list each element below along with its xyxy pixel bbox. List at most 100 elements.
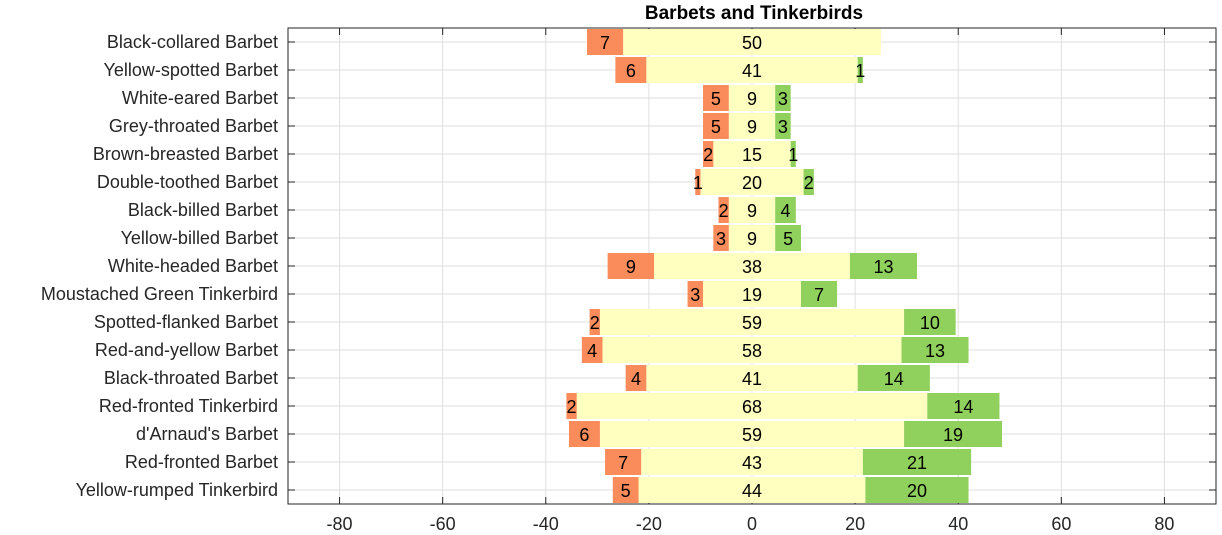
bar-label-positive: 14: [884, 369, 904, 389]
bar-positive: [857, 365, 930, 391]
bar-label-neutral: 20: [742, 173, 762, 193]
bar-label-negative: 7: [600, 33, 610, 53]
category-label: Double-toothed Barbet: [97, 172, 278, 192]
bar-negative: [703, 113, 729, 139]
category-label: Black-billed Barbet: [128, 200, 278, 220]
bar-label-neutral: 43: [742, 453, 762, 473]
bar-label-neutral: 44: [742, 481, 762, 501]
category-labels: Black-collared Barbet Yellow-spotted Barb…: [41, 32, 278, 500]
bar-negative: [589, 309, 600, 335]
bar-negative: [703, 85, 729, 111]
bar-positive: [927, 393, 1000, 419]
category-label: Spotted-flanked Barbet: [94, 312, 278, 332]
bar-label-negative: 2: [703, 145, 713, 165]
bar-neutral: [623, 29, 881, 55]
bar-label-neutral: 41: [742, 61, 762, 81]
category-label: Red-fronted Barbet: [125, 452, 278, 472]
category-label: Yellow-billed Barbet: [121, 228, 278, 248]
bar-label-positive: 20: [907, 481, 927, 501]
bar-label-neutral: 15: [742, 145, 762, 165]
chart-title: Barbets and Tinkerbirds: [645, 3, 863, 24]
bar-label-negative: 4: [631, 369, 641, 389]
bar-label-positive: 7: [814, 285, 824, 305]
bar-positive: [849, 253, 917, 279]
bar-negative: [568, 421, 600, 447]
bar-negative: [713, 225, 729, 251]
bar-positive: [803, 169, 814, 195]
category-label: White-headed Barbet: [108, 256, 278, 276]
x-tick-label: 40: [948, 514, 968, 534]
bar-positive: [775, 113, 791, 139]
bar-label-positive: 1: [788, 145, 798, 165]
bar-positive: [865, 477, 969, 503]
category-label: d'Arnaud's Barbet: [136, 424, 278, 444]
bar-neutral: [728, 225, 776, 251]
bar-neutral: [599, 421, 905, 447]
plot-frame: [287, 27, 1217, 505]
bar-label-neutral: 59: [742, 425, 762, 445]
bar-label-negative: 6: [579, 425, 589, 445]
x-tick-label: -20: [636, 514, 662, 534]
bar-label-positive: 13: [873, 257, 893, 277]
bar-label-neutral: 9: [747, 201, 757, 221]
bar-neutral: [728, 85, 776, 111]
bar-negative: [695, 169, 701, 195]
bar-label-negative: 5: [711, 89, 721, 109]
x-tick-label: -60: [430, 514, 456, 534]
bar-neutral: [646, 57, 858, 83]
bar-positive: [800, 281, 838, 307]
category-label: Red-fronted Tinkerbird: [99, 396, 278, 416]
bar-label-positive: 4: [781, 201, 791, 221]
bar-label-positive: 1: [855, 61, 865, 81]
category-label: Black-collared Barbet: [107, 32, 278, 52]
bar-neutral: [576, 393, 928, 419]
bar-label-positive: 14: [953, 397, 973, 417]
bar-label-positive: 3: [778, 117, 788, 137]
bar-label-neutral: 19: [742, 285, 762, 305]
bar-label-neutral: 58: [742, 341, 762, 361]
bar-positive: [904, 421, 1003, 447]
bar-label-negative: 2: [719, 201, 729, 221]
bar-label-neutral: 59: [742, 313, 762, 333]
bar-neutral: [599, 309, 905, 335]
x-tick-label: 60: [1051, 514, 1071, 534]
bar-negative: [581, 337, 603, 363]
bars: [566, 29, 1003, 503]
bar-label-negative: 3: [690, 285, 700, 305]
bar-neutral: [703, 281, 801, 307]
bar-label-negative: 1: [693, 173, 703, 193]
x-tick-label: -80: [327, 514, 353, 534]
bar-positive: [862, 449, 972, 475]
bar-label-positive: 21: [907, 453, 927, 473]
bar-negative: [687, 281, 704, 307]
x-tick-label: 80: [1154, 514, 1174, 534]
category-label: White-eared Barbet: [122, 88, 278, 108]
bar-label-negative: 4: [587, 341, 597, 361]
bar-positive: [775, 225, 801, 251]
bar-neutral: [713, 141, 791, 167]
bar-positive: [775, 197, 796, 223]
bar-label-positive: 2: [804, 173, 814, 193]
category-label: Yellow-spotted Barbet: [104, 60, 278, 80]
bar-label-neutral: 41: [742, 369, 762, 389]
category-label: Grey-throated Barbet: [109, 116, 278, 136]
bar-label-neutral: 9: [747, 89, 757, 109]
x-tick-label: 20: [845, 514, 865, 534]
bar-negative: [615, 57, 647, 83]
bar-label-negative: 7: [618, 453, 628, 473]
bar-label-negative: 2: [567, 397, 577, 417]
bar-negative: [566, 393, 577, 419]
bar-neutral: [654, 253, 850, 279]
bar-label-neutral: 9: [747, 117, 757, 137]
bar-neutral: [646, 365, 858, 391]
bar-neutral: [638, 477, 866, 503]
bar-label-negative: 3: [716, 229, 726, 249]
category-label: Black-throated Barbet: [104, 368, 278, 388]
bar-label-positive: 19: [943, 425, 963, 445]
bar-negative: [612, 477, 639, 503]
bar-neutral: [728, 197, 776, 223]
bar-positive: [790, 141, 796, 167]
bar-negative: [605, 449, 642, 475]
bar-neutral: [602, 337, 902, 363]
bar-positive: [857, 57, 863, 83]
